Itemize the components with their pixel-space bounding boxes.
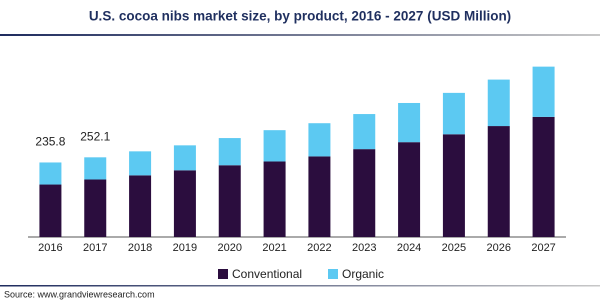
legend-swatch [328, 269, 338, 279]
x-tick-label: 2025 [442, 242, 466, 254]
x-tick-label: 2017 [83, 242, 107, 254]
x-tick-label: 2023 [352, 242, 376, 254]
total-label: 235.8 [35, 135, 65, 149]
bar-segment [487, 126, 510, 237]
x-tick-label: 2022 [307, 242, 331, 254]
bar-segment [442, 134, 465, 237]
x-tick-label: 2026 [487, 242, 511, 254]
x-tick-label: 2024 [397, 242, 421, 254]
x-tick-label: 2016 [38, 242, 62, 254]
legend-label: Organic [342, 267, 384, 281]
x-tick-label: 2018 [128, 242, 152, 254]
source: Source: www.grandviewresearch.com [4, 289, 155, 299]
bar-segment [129, 151, 152, 176]
footer-rule [0, 285, 600, 287]
legend-swatch [218, 269, 228, 279]
bar-segment [218, 138, 241, 166]
bar-segment [532, 66, 555, 117]
bar-segment [263, 161, 286, 237]
bar-segment [39, 184, 62, 237]
x-tick-label: 2027 [531, 242, 555, 254]
bar-segment [308, 123, 331, 157]
bar-segment [218, 165, 241, 237]
bar-segment [84, 157, 107, 180]
bar-segment [353, 114, 376, 150]
bar-segment [173, 170, 196, 237]
legend-label: Conventional [232, 267, 302, 281]
bar-segment [308, 156, 331, 237]
bar-segment [532, 116, 555, 237]
bar-segment [487, 79, 510, 127]
bar-segment [398, 102, 421, 143]
bar-segment [84, 179, 107, 237]
chart-title: U.S. cocoa nibs market size, by product,… [89, 9, 511, 24]
bar-segment [398, 142, 421, 237]
total-label: 252.1 [80, 129, 110, 143]
bar-segment [39, 162, 62, 185]
bar-segment [129, 175, 152, 237]
bar-segment [442, 92, 465, 135]
title-rule [0, 34, 600, 36]
bar-segment [263, 130, 286, 162]
bar-segment [353, 149, 376, 237]
x-tick-label: 2019 [173, 242, 197, 254]
x-tick-label: 2021 [262, 242, 286, 254]
x-tick-label: 2020 [218, 242, 242, 254]
bar-segment [173, 145, 196, 171]
